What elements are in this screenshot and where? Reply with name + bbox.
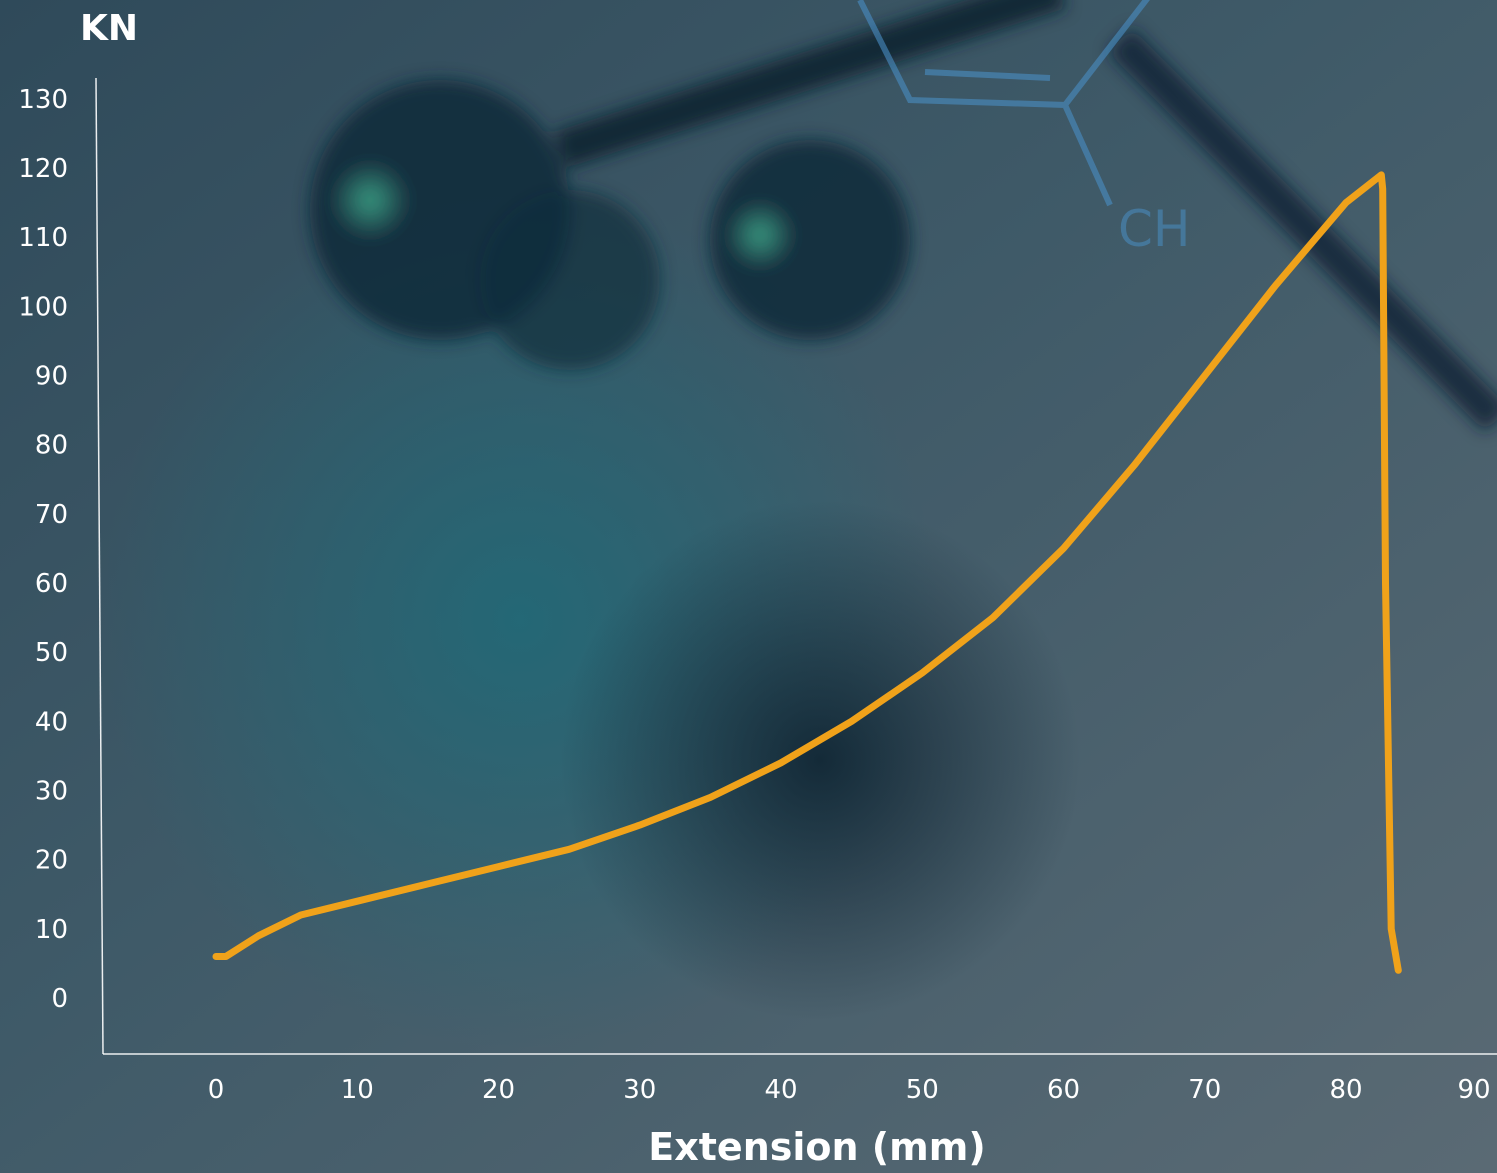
x-tick-label: 60 [1047, 1075, 1080, 1105]
structural-formula-lines [857, 0, 1150, 207]
molecule-model [310, 0, 1497, 432]
y-tick-label: 40 [35, 707, 68, 737]
y-tick-label: 10 [35, 915, 68, 945]
y-tick-label: 80 [35, 431, 68, 461]
x-tick-label: 90 [1457, 1075, 1490, 1105]
y-tick-label: 20 [35, 846, 68, 876]
x-tick-label: 10 [341, 1075, 374, 1105]
y-tick-label: 50 [35, 638, 68, 668]
y-axis-title: KN [80, 8, 138, 49]
y-tick-label: 30 [35, 777, 68, 807]
x-tick-label: 20 [482, 1075, 515, 1105]
axes [95, 77, 1497, 1055]
x-tick-label: 70 [1188, 1075, 1221, 1105]
y-tick-label: 100 [18, 292, 68, 322]
x-tick-label: 30 [623, 1075, 656, 1105]
y-tick-label: 90 [35, 362, 68, 392]
y-axis-line [95, 77, 104, 1055]
x-tick-label: 40 [764, 1075, 797, 1105]
x-tick-label: 80 [1329, 1075, 1362, 1105]
y-tick-label: 60 [35, 569, 68, 599]
series-layer [212, 171, 1402, 974]
y-tick-label: 130 [18, 85, 68, 115]
x-tick-labels: 0 10 20 30 40 50 60 70 80 90 [208, 1075, 1491, 1105]
y-tick-label: 0 [51, 984, 68, 1014]
chemical-label: CH [1118, 200, 1191, 258]
y-tick-labels: 0 10 20 30 40 50 60 70 80 90 100 110 120 130 [18, 85, 68, 1014]
y-tick-label: 120 [18, 154, 68, 184]
series-line-1 [212, 171, 1402, 974]
y-tick-label: 110 [18, 223, 68, 253]
x-axis-title: Extension (mm) [648, 1125, 985, 1169]
x-tick-label: 0 [208, 1075, 225, 1105]
y-tick-label: 70 [35, 500, 68, 530]
x-tick-label: 50 [906, 1075, 939, 1105]
